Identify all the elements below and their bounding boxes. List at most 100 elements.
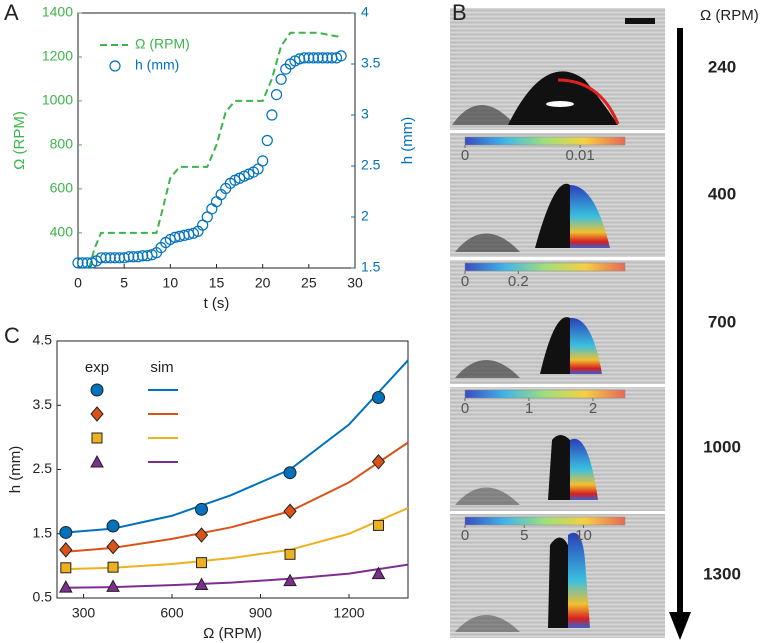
marker [100, 252, 112, 264]
marker [317, 52, 329, 64]
colorbar-tick-label: 0.01 [566, 147, 595, 164]
drop-shadow [452, 105, 515, 125]
marker [283, 503, 297, 520]
legend-header: exp [85, 359, 109, 376]
marker [59, 580, 73, 593]
marker [275, 73, 287, 85]
y-tick-label: 400 [50, 224, 74, 240]
drop-shadow [455, 233, 520, 252]
y-tick-label: 1.5 [33, 524, 53, 540]
marker [294, 53, 306, 65]
drop-shadow [455, 615, 520, 632]
profile [557, 78, 620, 125]
x-tick-label: 15 [209, 275, 225, 291]
marker [95, 252, 107, 264]
marker [372, 391, 386, 405]
x-tick-label: 20 [255, 275, 271, 291]
colorbar-tick-label: 0 [461, 527, 469, 544]
y-axis-label: h (mm) [7, 446, 24, 494]
marker [194, 527, 209, 543]
speed-label: 400 [708, 184, 736, 203]
axis-label: Ω (RPM) [700, 7, 759, 24]
marker [60, 562, 72, 574]
y-tick-label: 1000 [42, 92, 73, 108]
marker [270, 88, 283, 101]
x-tick-label: 0 [74, 275, 82, 291]
y-tick-label: 600 [50, 180, 74, 196]
colorbar-tick-label: 0 [461, 273, 469, 290]
y-tick-label: 1400 [42, 4, 73, 20]
marker [118, 252, 130, 264]
glint [546, 101, 574, 107]
legend-header: sim [150, 359, 173, 376]
colorbar [464, 389, 626, 399]
marker [132, 251, 144, 263]
colorbar-tick-label: 5 [520, 527, 528, 544]
marker [371, 566, 386, 580]
marker [106, 579, 120, 592]
marker [194, 577, 209, 591]
drop-field [570, 317, 602, 374]
drop-field [568, 532, 590, 628]
marker [206, 203, 218, 215]
y2-axis-label: h (mm) [399, 117, 416, 165]
y2-tick-label: 3.5 [361, 55, 381, 71]
y2-tick-label: 2 [361, 208, 369, 224]
marker [109, 252, 121, 264]
marker [91, 432, 103, 444]
marker [303, 52, 315, 64]
marker [335, 50, 347, 62]
y2-tick-label: 3 [361, 106, 369, 122]
marker [106, 519, 120, 533]
data-line [88, 31, 342, 269]
marker [104, 252, 116, 264]
colorbar-tick-label: 0.2 [508, 273, 529, 290]
colorbar [464, 262, 626, 272]
y-tick-label: 0.5 [33, 589, 53, 605]
marker [77, 257, 89, 269]
marker [210, 196, 223, 208]
drop-shadow [455, 360, 520, 378]
marker [284, 548, 296, 560]
marker [123, 251, 135, 263]
y-tick-label: 1200 [42, 48, 73, 64]
marker [195, 502, 209, 516]
marker [109, 60, 121, 72]
marker [298, 52, 310, 64]
speed-label: 700 [708, 312, 736, 331]
y-tick-label: 2.5 [33, 460, 53, 476]
marker [257, 155, 269, 167]
y2-tick-label: 4 [361, 4, 369, 20]
marker [59, 542, 73, 558]
fit-line [65, 507, 409, 571]
x-tick-label: 25 [301, 275, 317, 291]
marker [283, 466, 297, 480]
marker [373, 519, 385, 531]
marker [90, 454, 104, 468]
drop [508, 71, 618, 125]
drop-shadow [455, 487, 520, 505]
fit-line [65, 359, 409, 534]
marker [196, 557, 208, 569]
colorbar-tick-label: 0 [461, 400, 469, 417]
speed-label: 240 [708, 57, 736, 76]
colorbar-tick-label: 10 [575, 527, 592, 544]
x-tick-label: 1200 [333, 605, 364, 621]
colorbar-tick-label: 2 [589, 400, 597, 417]
marker [312, 52, 324, 64]
drop [548, 537, 568, 628]
drop-field [570, 438, 598, 500]
marker [127, 251, 139, 263]
y2-tick-label: 2.5 [361, 157, 381, 173]
marker [106, 538, 120, 555]
marker [307, 52, 320, 64]
marker [72, 257, 84, 269]
marker [371, 454, 386, 470]
x-axis-label: t (s) [204, 295, 230, 312]
x-tick-label: 900 [249, 605, 273, 621]
marker [113, 252, 126, 264]
colorbar [464, 516, 626, 526]
y-tick-label: 800 [50, 136, 74, 152]
plot-frame [77, 12, 356, 269]
